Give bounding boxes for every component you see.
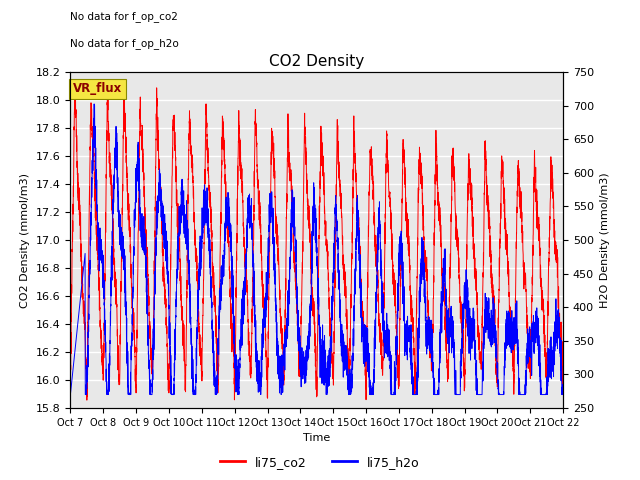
Y-axis label: CO2 Density (mmol/m3): CO2 Density (mmol/m3)	[20, 172, 30, 308]
li75_h2o	[472, 350, 479, 356]
li75_co2	[472, 276, 479, 282]
Legend: li75_co2, li75_h2o: li75_co2, li75_h2o	[215, 451, 425, 474]
li75_h2o	[435, 392, 442, 397]
Y-axis label: H2O Density (mmol/m3): H2O Density (mmol/m3)	[600, 172, 610, 308]
li75_h2o	[362, 331, 370, 336]
Line: li75_co2: li75_co2	[70, 83, 563, 400]
li75_co2	[387, 215, 395, 221]
li75_co2	[435, 200, 442, 205]
li75_h2o	[387, 352, 395, 358]
li75_co2	[83, 397, 91, 403]
Text: No data for f_op_co2: No data for f_op_co2	[70, 12, 179, 23]
li75_co2	[71, 80, 79, 85]
Line: li75_h2o: li75_h2o	[70, 104, 563, 395]
X-axis label: Time: Time	[303, 433, 330, 443]
Title: CO2 Density: CO2 Density	[269, 54, 364, 70]
li75_co2	[156, 181, 164, 187]
li75_h2o	[90, 101, 98, 107]
Text: No data for f_op_h2o: No data for f_op_h2o	[70, 38, 179, 49]
li75_co2	[67, 388, 74, 394]
li75_h2o	[559, 392, 567, 397]
li75_h2o	[255, 369, 262, 375]
Text: VR_flux: VR_flux	[73, 82, 122, 95]
li75_h2o	[156, 182, 164, 188]
li75_co2	[559, 387, 567, 393]
li75_h2o	[67, 392, 74, 397]
li75_co2	[255, 193, 263, 199]
li75_co2	[362, 385, 370, 391]
